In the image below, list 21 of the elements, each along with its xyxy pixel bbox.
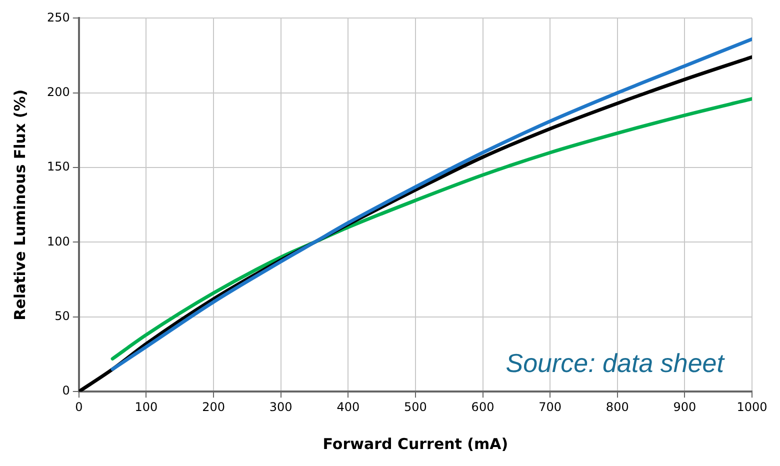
y-tick-label: 200 xyxy=(47,85,70,100)
y-axis-title: Relative Luminous Flux (%) xyxy=(10,89,29,320)
x-tick-label: 100 xyxy=(134,400,158,414)
x-tick-label: 600 xyxy=(471,400,494,414)
line-series xyxy=(110,37,752,371)
y-tick-label: 50 xyxy=(54,309,70,324)
y-tick-label: 0 xyxy=(62,384,70,398)
x-axis-title: Forward Current (mA) xyxy=(322,434,508,453)
x-tick-label: 700 xyxy=(538,400,562,414)
x-tick-label: 400 xyxy=(336,400,360,414)
annotation: Source: data sheet xyxy=(506,348,726,378)
x-tick-label: 900 xyxy=(673,400,696,414)
x-tick-label: 800 xyxy=(606,400,629,414)
y-tick-label: 250 xyxy=(47,10,70,24)
x-tick-label: 1000 xyxy=(736,400,768,414)
x-tick-label: 500 xyxy=(404,400,427,414)
x-tick-label: 300 xyxy=(269,400,292,414)
y-tick-label: 100 xyxy=(47,234,70,248)
y-tick-label: 150 xyxy=(47,160,70,174)
x-tick-label: 200 xyxy=(202,400,225,414)
x-tick-label: 0 xyxy=(75,400,83,414)
